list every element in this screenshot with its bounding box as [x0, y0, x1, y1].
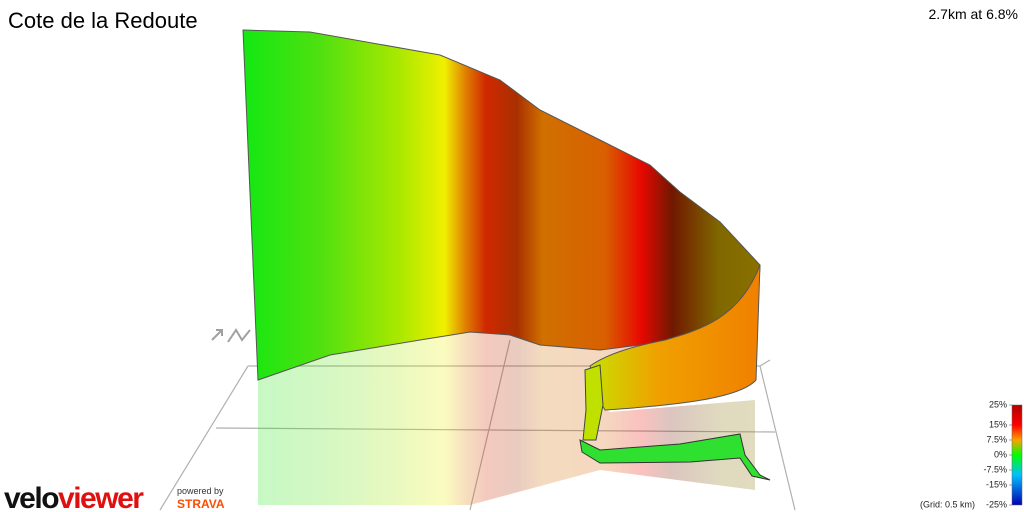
return-wall — [589, 264, 761, 411]
scale-tick-label: 0% — [994, 449, 1007, 459]
climb-end-wall — [582, 364, 604, 441]
strava: STRAVA — [177, 497, 225, 511]
logo-velo: velo — [4, 482, 59, 512]
scale-tick-label: -7.5% — [983, 464, 1007, 474]
logo-viewer: viewer — [58, 482, 144, 512]
scale-tick-label: 25% — [989, 399, 1007, 409]
scale-tick-label: -15% — [986, 479, 1007, 489]
profile-wall — [242, 29, 761, 381]
color-scale — [1011, 404, 1023, 506]
legend: (Grid: 0.5 km) 25% 15% 7.5% 0% -7.5% -15% -25% — [920, 399, 1023, 509]
climb-start-wall — [579, 433, 771, 481]
scale-tick-label: 7.5% — [986, 434, 1007, 444]
title: Cote de la Redoute — [8, 8, 198, 33]
logo: veloviewer — [4, 482, 144, 512]
scale-tick-label: 15% — [989, 419, 1007, 429]
powered-by: powered by — [177, 486, 224, 496]
arrow-icon — [211, 328, 251, 343]
scale-tick-label: -25% — [986, 499, 1007, 509]
grid-note: (Grid: 0.5 km) — [920, 499, 975, 509]
summary: 2.7km at 6.8% — [929, 6, 1019, 22]
